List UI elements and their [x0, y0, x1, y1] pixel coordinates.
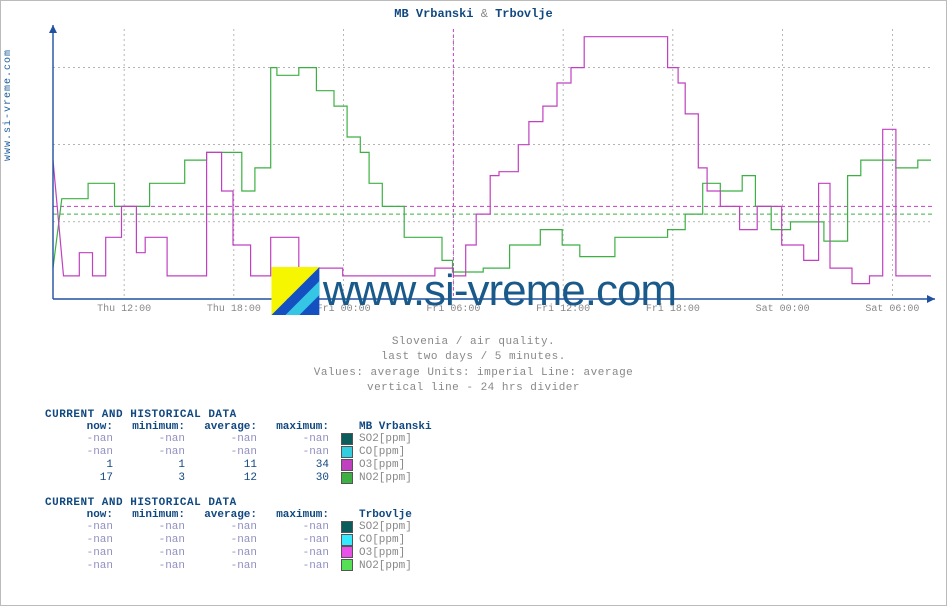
cell: 17: [45, 472, 117, 485]
cell-swatch: [333, 559, 355, 572]
caption-line: Values: average Units: imperial Line: av…: [1, 366, 946, 381]
cell: -nan: [45, 546, 117, 559]
col-header: now:: [45, 421, 117, 433]
cell: -nan: [189, 433, 261, 446]
cell-label: CO[ppm]: [355, 534, 416, 547]
cell-swatch: [333, 472, 355, 485]
cell: 12: [189, 472, 261, 485]
data-table-title: CURRENT AND HISTORICAL DATA: [45, 409, 436, 421]
cell-label: O3[ppm]: [355, 459, 436, 472]
cell-label: NO2[ppm]: [355, 559, 416, 572]
col-header: now:: [45, 509, 117, 521]
title-left: MB Vrbanski: [394, 7, 473, 21]
cell-label: SO2[ppm]: [355, 433, 436, 446]
caption-line: vertical line - 24 hrs divider: [1, 381, 946, 396]
col-name: Trbovlje: [355, 509, 416, 521]
table-row: 111134O3[ppm]: [45, 459, 436, 472]
cell: -nan: [261, 521, 333, 534]
col-swatch: [333, 421, 355, 433]
table-row: -nan-nan-nan-nanCO[ppm]: [45, 534, 416, 547]
cell: -nan: [117, 521, 189, 534]
table-row: -nan-nan-nan-nanSO2[ppm]: [45, 521, 416, 534]
series-line: [53, 68, 931, 272]
cell: -nan: [45, 559, 117, 572]
cell: -nan: [45, 446, 117, 459]
x-tick-label: Fri 12:00: [536, 303, 590, 311]
data-tables: CURRENT AND HISTORICAL DATAnow:minimum:a…: [45, 409, 436, 584]
cell: -nan: [117, 546, 189, 559]
x-tick-label: Fri 06:00: [426, 303, 480, 311]
caption-line: Slovenia / air quality.: [1, 335, 946, 350]
x-tick-label: Thu 18:00: [207, 303, 261, 311]
cell-swatch: [333, 521, 355, 534]
cell: -nan: [45, 534, 117, 547]
col-header: average:: [189, 509, 261, 521]
cell-swatch: [333, 433, 355, 446]
cell: -nan: [117, 446, 189, 459]
data-table-block: CURRENT AND HISTORICAL DATAnow:minimum:a…: [45, 409, 436, 485]
cell: -nan: [45, 521, 117, 534]
cell: -nan: [117, 559, 189, 572]
cell-swatch: [333, 546, 355, 559]
y-axis-label: www.si-vreme.com: [3, 49, 14, 161]
x-tick-label: Thu 12:00: [97, 303, 151, 311]
x-tick-label: Sat 00:00: [756, 304, 810, 311]
data-table-title: CURRENT AND HISTORICAL DATA: [45, 497, 436, 509]
cell-label: SO2[ppm]: [355, 521, 416, 534]
x-tick-label: Fri 00:00: [317, 303, 371, 311]
cell: 30: [261, 472, 333, 485]
cell: -nan: [261, 559, 333, 572]
cell: 34: [261, 459, 333, 472]
cell: -nan: [189, 546, 261, 559]
col-header: minimum:: [117, 509, 189, 521]
title-right: Trbovlje: [495, 7, 553, 21]
col-header: maximum:: [261, 421, 333, 433]
cell: 1: [45, 459, 117, 472]
data-table: now:minimum:average:maximum: MB Vrbanski -…: [45, 421, 436, 485]
chart-plot: 102030Thu 12:00Thu 18:00Fri 00:00Fri 06:…: [49, 23, 937, 311]
cell: -nan: [189, 559, 261, 572]
cell: 1: [117, 459, 189, 472]
col-header: average:: [189, 421, 261, 433]
table-row: -nan-nan-nan-nanNO2[ppm]: [45, 559, 416, 572]
col-name: MB Vrbanski: [355, 421, 436, 433]
cell: -nan: [261, 546, 333, 559]
cell-label: CO[ppm]: [355, 446, 436, 459]
title-amp: &: [481, 7, 488, 21]
cell: -nan: [189, 446, 261, 459]
col-swatch: [333, 509, 355, 521]
table-row: -nan-nan-nan-nanO3[ppm]: [45, 546, 416, 559]
cell-label: O3[ppm]: [355, 546, 416, 559]
x-axis-arrow: [927, 295, 935, 303]
cell-label: NO2[ppm]: [355, 472, 436, 485]
data-table-block: CURRENT AND HISTORICAL DATAnow:minimum:a…: [45, 497, 436, 573]
x-tick-label: Sat 06:00: [865, 304, 919, 311]
cell: 3: [117, 472, 189, 485]
x-tick-label: Fri 18:00: [646, 303, 700, 311]
table-row: -nan-nan-nan-nanSO2[ppm]: [45, 433, 436, 446]
cell-swatch: [333, 459, 355, 472]
chart-title: MB Vrbanski & Trbovlje: [1, 7, 946, 21]
cell: -nan: [45, 433, 117, 446]
col-header: minimum:: [117, 421, 189, 433]
cell-swatch: [333, 446, 355, 459]
cell: -nan: [261, 433, 333, 446]
cell: -nan: [189, 521, 261, 534]
caption-line: last two days / 5 minutes.: [1, 350, 946, 365]
cell: -nan: [117, 534, 189, 547]
cell: -nan: [261, 446, 333, 459]
data-table: now:minimum:average:maximum: Trbovlje -nan…: [45, 509, 416, 573]
cell-swatch: [333, 534, 355, 547]
chart-caption: Slovenia / air quality.last two days / 5…: [1, 335, 946, 397]
y-axis-arrow: [49, 25, 57, 33]
cell: -nan: [189, 534, 261, 547]
table-row: -nan-nan-nan-nanCO[ppm]: [45, 446, 436, 459]
cell: -nan: [261, 534, 333, 547]
table-row: 1731230 NO2[ppm]: [45, 472, 436, 485]
cell: 11: [189, 459, 261, 472]
col-header: maximum:: [261, 509, 333, 521]
cell: -nan: [117, 433, 189, 446]
